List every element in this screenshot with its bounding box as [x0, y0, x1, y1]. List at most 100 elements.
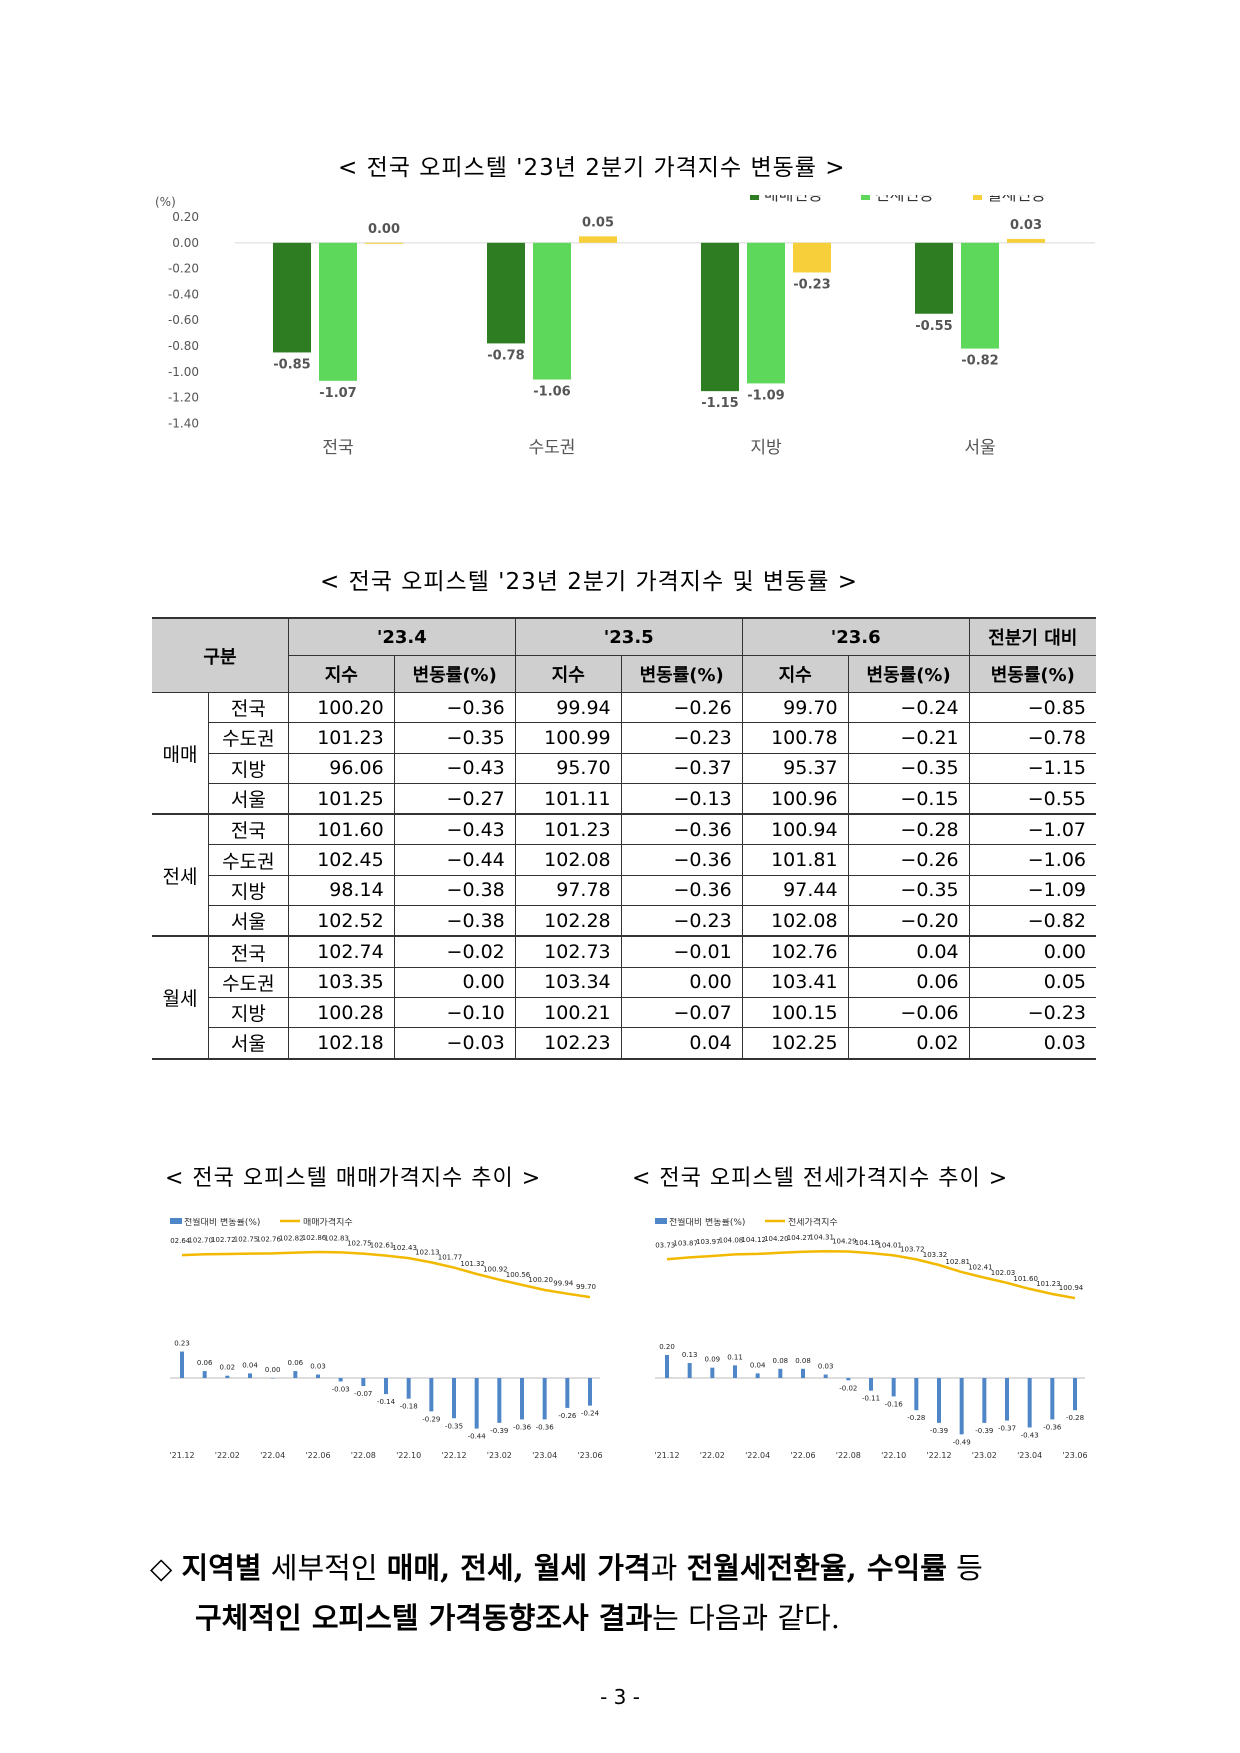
rate-cell: −0.38: [393, 874, 516, 907]
summary-text: 과: [650, 1551, 687, 1585]
index-value-label: 102.64: [170, 1237, 191, 1245]
index-cell: 102.08: [741, 905, 849, 937]
table-row: 월세 전국 102.74 −0.02 102.73 −0.01 102.76 0.04 0.00: [152, 935, 1096, 1060]
change-bar: [202, 1371, 207, 1378]
region-cell: 수도권: [208, 966, 289, 998]
index-cell: 99.70: [741, 691, 849, 724]
change-value-label: -0.28: [907, 1414, 925, 1422]
x-tick-label: '22.04: [745, 1451, 770, 1460]
legend-line-label: 전세가격지수: [788, 1218, 838, 1228]
region-cell: 서울: [208, 905, 289, 937]
rate-cell: −1.15: [968, 752, 1096, 784]
index-value-label: 100.20: [528, 1276, 553, 1284]
index-cell: 95.37: [741, 752, 849, 784]
legend-label: 전세변동: [875, 195, 934, 204]
change-value-label: -0.43: [1021, 1431, 1039, 1439]
y-tick-label: -1.00: [168, 365, 199, 379]
rate-header: 변동률(%): [620, 655, 743, 693]
index-cell: 99.94: [514, 691, 622, 724]
x-tick-label: '22.06: [790, 1451, 815, 1460]
index-value-label: 99.94: [553, 1280, 574, 1288]
index-value-label: 104.20: [764, 1235, 789, 1243]
rate-cell: −0.03: [393, 1027, 516, 1060]
index-value-label: 102.43: [392, 1244, 417, 1252]
index-header: 지수: [288, 655, 395, 693]
legend-bar-swatch: [170, 1218, 182, 1224]
index-cell: 102.52: [287, 905, 395, 937]
rate-cell: −0.36: [620, 874, 743, 907]
x-tick-label: '22.10: [881, 1451, 906, 1460]
change-value-label: 0.09: [705, 1356, 721, 1364]
change-value-label: -0.28: [1066, 1414, 1084, 1422]
index-value-label: 104.01: [877, 1241, 902, 1249]
change-bar: [497, 1378, 502, 1423]
index-value-label: 102.75: [234, 1236, 259, 1244]
x-category-label: 지방: [750, 438, 782, 458]
prev-quarter-header: 전분기 대비: [968, 617, 1096, 656]
data-label: -0.85: [273, 357, 310, 372]
change-bar: [846, 1378, 851, 1381]
table-row: 수도권 103.35 0.00 103.34 0.00 103.41 0.06 0.05: [152, 966, 1096, 998]
bar-전국-매매변동: [273, 242, 311, 353]
change-value-label: 0.03: [818, 1363, 834, 1371]
change-bar: [180, 1351, 184, 1378]
index-cell: 101.23: [287, 722, 395, 754]
index-value-label: 104.08: [719, 1236, 744, 1244]
summary-bold: 전월세전환율, 수익률: [686, 1551, 947, 1585]
y-unit-label: (%): [155, 195, 176, 209]
y-tick-label: -1.40: [168, 416, 199, 430]
change-value-label: -0.39: [930, 1427, 948, 1435]
rate-cell: 0.06: [847, 966, 970, 998]
data-label: -1.09: [747, 388, 784, 403]
change-value-label: -0.44: [468, 1433, 487, 1441]
index-cell: 102.18: [287, 1027, 395, 1060]
rate-cell: −0.23: [620, 722, 743, 754]
index-value-label: 103.72: [900, 1245, 925, 1253]
index-value-label: 104.31: [809, 1233, 834, 1241]
change-bar: [710, 1367, 715, 1378]
x-tick-label: '23.06: [1062, 1451, 1087, 1460]
legend-label: 매매변동: [764, 195, 823, 204]
table-row: 매매 전국 100.20 −0.36 99.94 −0.26 99.70 −0.24 −0.85: [152, 691, 1096, 815]
change-bar: [801, 1368, 805, 1378]
region-cell: 전국: [207, 935, 289, 968]
rate-cell: −0.02: [393, 935, 516, 968]
index-line: [666, 1250, 1076, 1300]
x-tick-label: '22.10: [396, 1451, 421, 1460]
rate-cell: −0.20: [847, 905, 970, 937]
y-tick-label: 0.20: [172, 210, 199, 224]
change-bar: [823, 1374, 828, 1378]
index-value-label: 103.73: [655, 1241, 675, 1249]
index-value-label: 101.32: [460, 1260, 485, 1268]
y-tick-label: -0.40: [168, 287, 199, 301]
index-value-label: 102.13: [415, 1248, 440, 1256]
table-row: 전세 전국 101.60 −0.43 101.23 −0.36 100.94 −0.28 −1.…: [152, 813, 1096, 937]
bar-서울-매매변동: [915, 242, 953, 314]
region-cell: 지방: [208, 752, 289, 784]
bar-지방-전세변동: [747, 242, 785, 384]
chart2-title: < 전국 오피스텔 매매가격지수 추이 >: [165, 1166, 542, 1191]
table-row: 지방 96.06 −0.43 95.70 −0.37 95.37 −0.35 −1.15: [152, 752, 1096, 784]
x-category-label: 수도권: [529, 438, 576, 458]
rate-cell: 0.00: [620, 966, 743, 998]
change-bar: [225, 1375, 230, 1378]
change-bar: [520, 1378, 524, 1420]
price-index-table: 구분 '23.4 '23.5 '23.6 전분기 대비 지수 변동률(%) 지수…: [152, 617, 1096, 1060]
change-value-label: 0.13: [682, 1351, 698, 1359]
rate-cell: −0.55: [968, 782, 1096, 815]
change-value-label: -0.36: [513, 1423, 532, 1431]
index-cell: 97.78: [514, 874, 622, 907]
change-value-label: -0.24: [581, 1410, 600, 1418]
rate-cell: −0.15: [847, 782, 970, 815]
group-label: 전세: [152, 813, 209, 937]
change-value-label: -0.07: [354, 1390, 372, 1398]
x-category-label: 전국: [322, 438, 353, 458]
index-value-label: 102.72: [211, 1236, 236, 1244]
change-value-label: 0.20: [659, 1343, 675, 1351]
legend-bar-label: 전월대비 변동률(%): [669, 1218, 745, 1228]
summary-bold: 지역별: [181, 1551, 262, 1585]
change-value-label: -0.18: [400, 1403, 418, 1411]
change-bar: [914, 1378, 919, 1411]
x-tick-label: '22.08: [351, 1451, 376, 1460]
x-tick-label: '22.12: [926, 1451, 951, 1460]
